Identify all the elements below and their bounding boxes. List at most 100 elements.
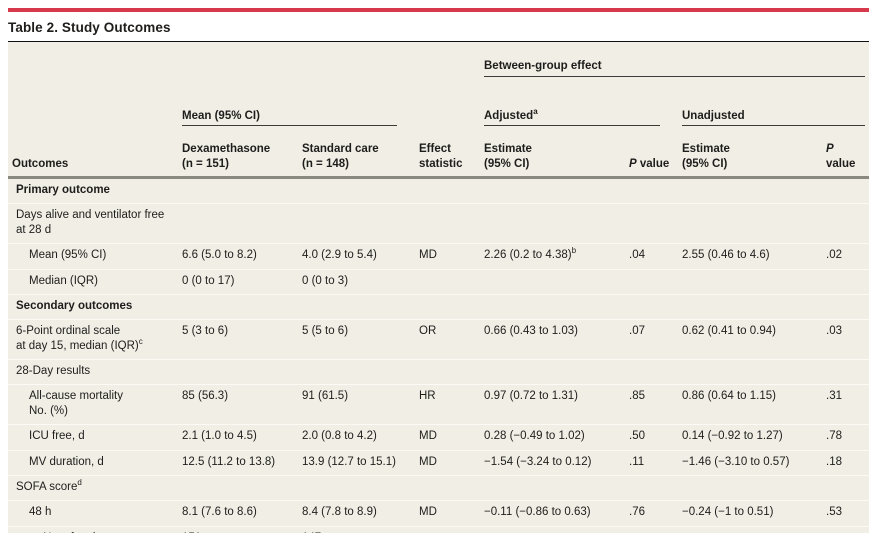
table-row: 28-Day results: [8, 358, 870, 385]
row-label: Primary outcome: [16, 184, 110, 196]
col-unadjusted-estimate: −1.46 (−3.10 to 0.57): [678, 449, 822, 476]
col-adjusted-estimate: −0.11 (−0.86 to 0.63): [480, 500, 625, 527]
col-standard-care: 4.0 (2.9 to 5.4): [298, 243, 415, 269]
table-row: ICU free, d 2.1 (1.0 to 4.5) 2.0 (0.8 to 4…: [8, 424, 870, 450]
table-row: 48 h 8.1 (7.6 to 8.6) 8.4 (7.8 to 8.9) MD −0…: [8, 500, 870, 527]
row-label: 6-Point ordinal scale at day 15, median …: [8, 319, 178, 360]
col-unadjusted-estimate: [678, 203, 822, 244]
col-effect-statistic: [415, 525, 480, 533]
header-row-groups: Mean (95% CI) Adjusteda Unadjusted: [8, 91, 869, 140]
header-unadjusted-p-value: P value: [822, 140, 870, 180]
header-standard-care: Standard care (n = 148): [298, 140, 415, 180]
section-row: Primary outcome: [8, 178, 869, 204]
col-dexamethasone: 0 (0 to 17): [178, 268, 298, 295]
col-unadjusted-p-value: .53: [822, 500, 870, 527]
row-label: Median (IQR): [8, 268, 178, 295]
col-dexamethasone: 6.6 (5.0 to 8.2): [178, 243, 298, 269]
header-outcomes: Outcomes: [8, 140, 178, 180]
col-adjusted-p-value: .85: [625, 384, 678, 425]
col-dexamethasone: [178, 474, 298, 501]
col-adjusted-p-value: [625, 178, 678, 204]
col-effect-statistic: MD: [415, 424, 480, 450]
table-header: Between-group effect Mean (95% CI) Adjus…: [8, 42, 870, 180]
col-unadjusted-p-value: .03: [822, 319, 870, 360]
header-spacer: [8, 91, 178, 140]
col-unadjusted-p-value: [822, 268, 870, 295]
col-dexamethasone: [178, 293, 298, 320]
col-standard-care: 8.4 (7.8 to 8.9): [298, 500, 415, 527]
col-effect-statistic: MD: [415, 243, 480, 269]
row-label: SOFA scored: [8, 474, 178, 501]
header-spacer: [8, 42, 480, 91]
col-adjusted-p-value: .11: [625, 449, 678, 476]
col-standard-care: 147: [298, 525, 415, 533]
study-outcomes-table: Between-group effect Mean (95% CI) Adjus…: [8, 42, 870, 533]
row-label: Mean (95% CI): [8, 243, 178, 269]
col-standard-care: 0 (0 to 3): [298, 268, 415, 295]
col-adjusted-estimate: 0.97 (0.72 to 1.31): [480, 384, 625, 425]
col-unadjusted-p-value: .31: [822, 384, 870, 425]
col-unadjusted-estimate: [678, 178, 822, 204]
col-dexamethasone: 151: [178, 525, 298, 533]
header-adjusted-p-value: P value: [625, 140, 678, 180]
col-dexamethasone: 5 (3 to 6): [178, 319, 298, 360]
col-unadjusted-estimate: 0.14 (−0.92 to 1.27): [678, 424, 822, 450]
col-effect-statistic: [415, 268, 480, 295]
col-adjusted-p-value: .04: [625, 243, 678, 269]
header-adjusted-estimate: Estimate (95% CI): [480, 140, 625, 180]
header-spacer: [415, 91, 480, 140]
col-adjusted-estimate: [480, 268, 625, 295]
col-dexamethasone: [178, 358, 298, 385]
col-standard-care: [298, 358, 415, 385]
col-effect-statistic: MD: [415, 500, 480, 527]
row-label: ICU free, d: [8, 424, 178, 450]
header-between-group-effect: Between-group effect: [480, 42, 869, 91]
table-row: SOFA scored: [8, 474, 870, 501]
col-unadjusted-p-value: [822, 293, 870, 320]
header-unadjusted-estimate: Estimate (95% CI): [678, 140, 822, 180]
col-adjusted-estimate: [480, 178, 625, 204]
col-standard-care: 91 (61.5): [298, 384, 415, 425]
col-dexamethasone: 8.1 (7.6 to 8.6): [178, 500, 298, 527]
col-adjusted-estimate: [480, 293, 625, 320]
col-unadjusted-estimate: 2.55 (0.46 to 4.6): [678, 243, 822, 269]
table-row: All-cause mortality No. (%) 85 (56.3) 91 (…: [8, 384, 870, 425]
col-adjusted-estimate: 2.26 (0.2 to 4.38)b: [480, 243, 625, 269]
table-row: Median (IQR) 0 (0 to 17) 0 (0 to 3): [8, 268, 870, 295]
col-adjusted-estimate: [480, 525, 625, 533]
header-mean-ci: Mean (95% CI): [178, 91, 415, 140]
col-unadjusted-estimate: [678, 525, 822, 533]
col-unadjusted-estimate: [678, 474, 822, 501]
col-effect-statistic: MD: [415, 449, 480, 476]
col-dexamethasone: [178, 178, 298, 204]
col-standard-care: 5 (5 to 6): [298, 319, 415, 360]
table-row: Days alive and ventilator free at 28 d: [8, 203, 870, 244]
col-standard-care: 13.9 (12.7 to 15.1): [298, 449, 415, 476]
col-standard-care: 2.0 (0.8 to 4.2): [298, 424, 415, 450]
col-effect-statistic: [415, 293, 480, 320]
col-adjusted-p-value: [625, 525, 678, 533]
header-effect-statistic: Effect statistic: [415, 140, 480, 180]
col-unadjusted-p-value: [822, 358, 870, 385]
row-label: No. of patients: [8, 525, 178, 533]
row-label: Secondary outcomes: [8, 293, 178, 320]
col-effect-statistic: [415, 178, 480, 204]
col-unadjusted-p-value: .18: [822, 449, 870, 476]
col-dexamethasone: 85 (56.3): [178, 384, 298, 425]
col-unadjusted-estimate: [678, 293, 822, 320]
header-dexamethasone: Dexamethasone (n = 151): [178, 140, 298, 180]
table-row: No. of patients151147: [8, 525, 870, 533]
col-adjusted-estimate: −1.54 (−3.24 to 0.12): [480, 449, 625, 476]
table-row: 6-Point ordinal scale at day 15, median …: [8, 319, 870, 360]
col-adjusted-estimate: 0.28 (−0.49 to 1.02): [480, 424, 625, 450]
col-adjusted-p-value: [625, 293, 678, 320]
col-unadjusted-estimate: 0.62 (0.41 to 0.94): [678, 319, 822, 360]
col-standard-care: [298, 203, 415, 244]
col-standard-care: [298, 293, 415, 320]
row-label: Days alive and ventilator free at 28 d: [8, 203, 178, 244]
section-row: Secondary outcomes: [8, 293, 870, 320]
col-unadjusted-estimate: [678, 358, 822, 385]
col-standard-care: [298, 178, 415, 204]
col-adjusted-p-value: [625, 203, 678, 244]
table-title: Table 2. Study Outcomes: [8, 12, 869, 42]
